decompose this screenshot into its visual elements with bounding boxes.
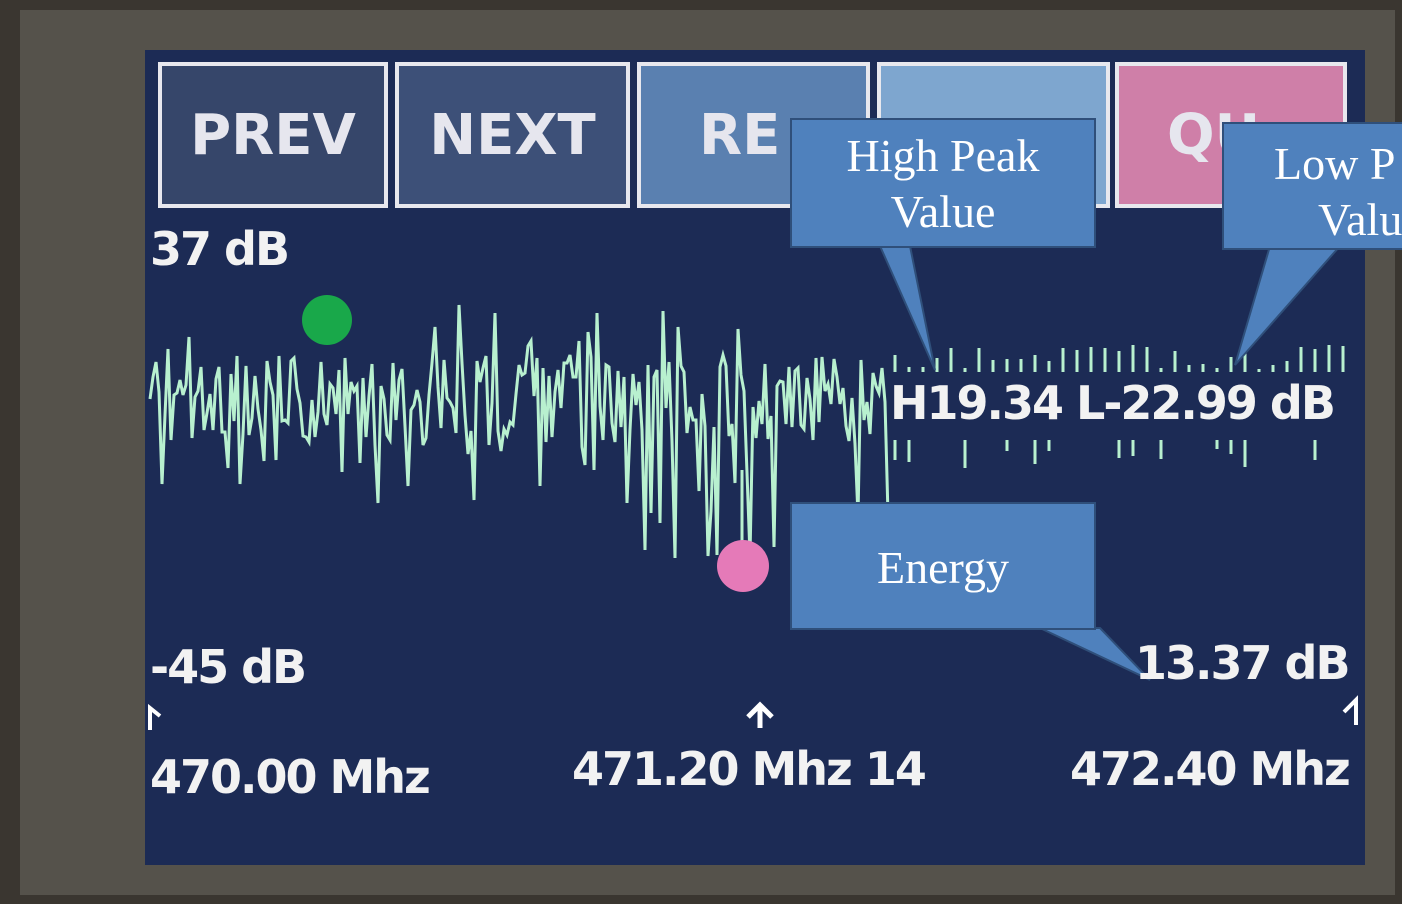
- callout-pointer: [1040, 628, 1150, 680]
- low-peak-callout: Low P Valu: [1222, 122, 1402, 250]
- bottom-level: -45 dB: [150, 640, 305, 694]
- center-arrow: [748, 705, 772, 728]
- callout-pointer: [880, 246, 935, 370]
- spectrum-trace: [150, 305, 888, 558]
- freq-end: 472.40 Mhz: [1070, 742, 1349, 796]
- energy-callout: Energy: [790, 502, 1096, 630]
- top-level: 37 dB: [150, 222, 288, 276]
- callout-line: High Peak: [792, 128, 1094, 184]
- high-peak-marker: [302, 295, 352, 345]
- high-peak-callout: High Peak Value: [790, 118, 1096, 248]
- callout-line: Valu: [1274, 192, 1402, 248]
- energy-value: 13.37 dB: [1135, 636, 1349, 690]
- page: PREV NEXT RE QU 37 dB -45 dB H19.34 L-22…: [0, 0, 1402, 904]
- freq-start: 470.00 Mhz: [150, 750, 429, 804]
- low-peak-marker: [717, 540, 769, 592]
- peak-values: H19.34 L-22.99 dB: [890, 376, 1334, 430]
- callout-line: Low P: [1274, 136, 1402, 192]
- start-arrow: [150, 708, 160, 730]
- end-arrow: [1344, 700, 1356, 725]
- callout-line: Value: [792, 184, 1094, 240]
- freq-center: 471.20 Mhz 14: [572, 742, 925, 796]
- callout-pointer: [1235, 246, 1340, 365]
